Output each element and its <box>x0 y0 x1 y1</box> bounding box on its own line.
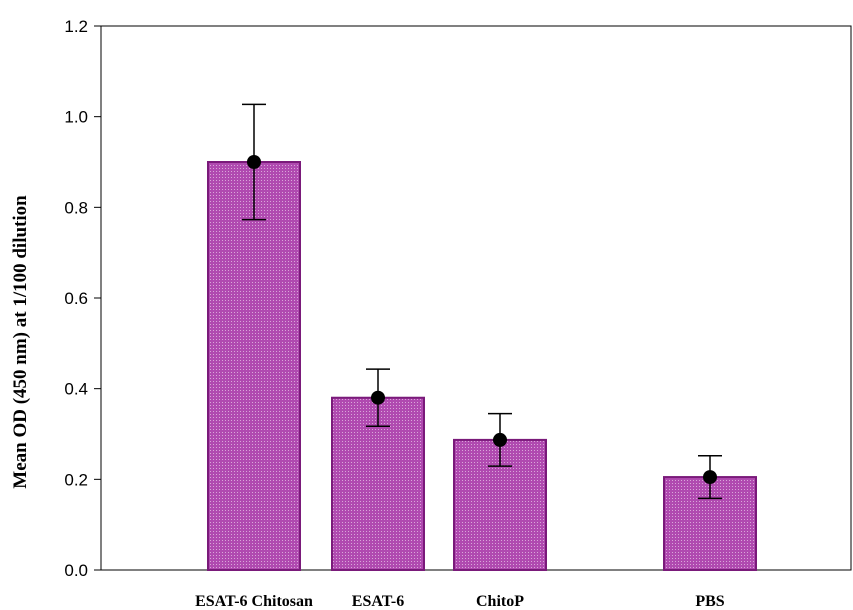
bar-0 <box>207 161 301 571</box>
mean-markers <box>247 155 717 485</box>
x-category-label: ESAT-6 Chitosan <box>195 593 313 610</box>
bars <box>207 161 757 572</box>
y-tick-label: 0.6 <box>64 289 88 308</box>
x-category-label: ESAT-6 <box>352 593 404 610</box>
mean-point-0 <box>247 155 261 169</box>
x-category-label: ChitoP <box>476 593 524 610</box>
y-axis: 0.0 0.2 0.4 0.6 0.8 1.0 1.2 <box>64 17 101 580</box>
mean-point-1 <box>371 390 385 405</box>
mean-point-3 <box>703 470 717 485</box>
y-tick-label: 0.4 <box>64 380 88 399</box>
y-tick-label: 1.2 <box>64 17 88 36</box>
x-axis: ESAT-6 Chitosan ESAT-6 ChitoP PBS <box>195 593 725 610</box>
y-tick-label: 0.2 <box>64 470 88 489</box>
y-tick-label: 0.0 <box>64 561 88 580</box>
mean-point-2 <box>493 432 507 447</box>
x-category-label: PBS <box>695 593 724 610</box>
y-tick-label: 0.8 <box>64 198 88 217</box>
y-axis-title: Mean OD (450 nm) at 1/100 dilution <box>10 195 31 489</box>
y-tick-label: 1.0 <box>64 108 88 127</box>
